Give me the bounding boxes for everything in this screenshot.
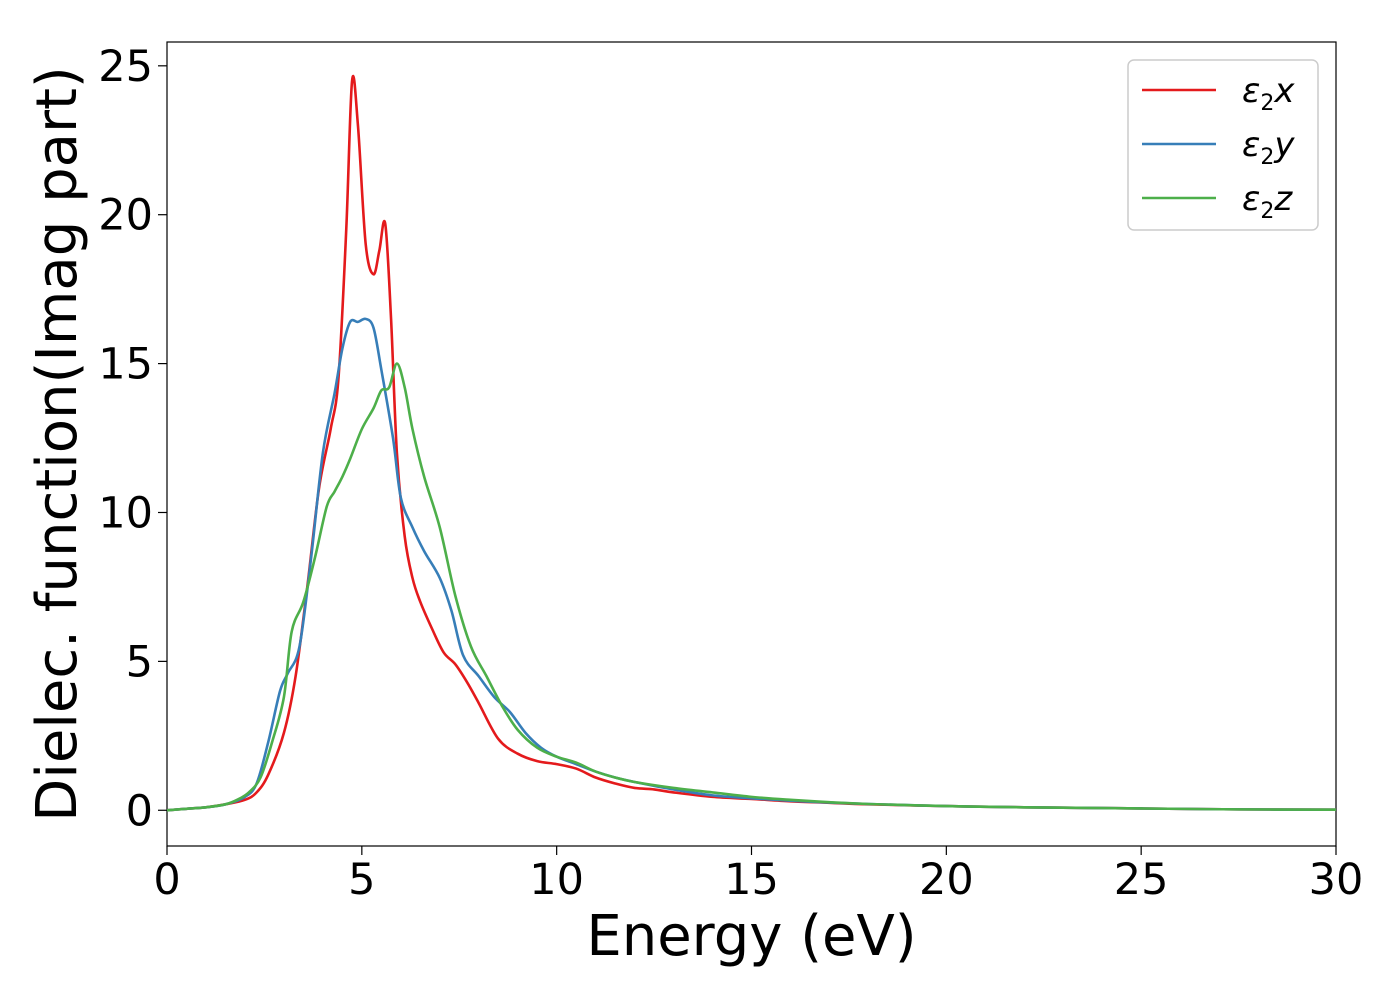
y-axis-ticks: 0 5 10 15 20 25 xyxy=(98,42,167,836)
y-tick-label: 5 xyxy=(126,637,153,687)
series-layer xyxy=(166,74,1337,812)
x-tick-label: 25 xyxy=(1114,855,1169,905)
y-tick-label: 10 xyxy=(98,488,153,538)
y-tick-label: 15 xyxy=(98,340,153,390)
x-tick-label: 30 xyxy=(1309,855,1364,905)
legend: ε2x ε2y ε2z xyxy=(1127,59,1319,231)
y-tick-label: 25 xyxy=(98,42,153,92)
x-axis-ticks: 0 5 10 15 20 25 30 xyxy=(153,846,1363,905)
x-tick-label: 20 xyxy=(919,855,974,905)
legend-label-x: ε2x xyxy=(1242,71,1295,116)
y-axis-label: Dielec. function(Imag part) xyxy=(25,66,90,822)
x-tick-label: 5 xyxy=(348,855,375,905)
series-line-z xyxy=(166,362,1337,812)
x-tick-label: 10 xyxy=(529,855,584,905)
y-tick-label: 20 xyxy=(98,191,153,241)
legend-label-y: ε2y xyxy=(1242,125,1295,170)
x-tick-label: 15 xyxy=(724,855,779,905)
x-axis-label: Energy (eV) xyxy=(586,904,916,969)
legend-label-z: ε2z xyxy=(1242,179,1293,224)
x-tick-label: 0 xyxy=(153,855,180,905)
legend-box xyxy=(1127,59,1319,231)
series-line-y xyxy=(166,317,1337,812)
y-tick-label: 0 xyxy=(126,786,153,836)
